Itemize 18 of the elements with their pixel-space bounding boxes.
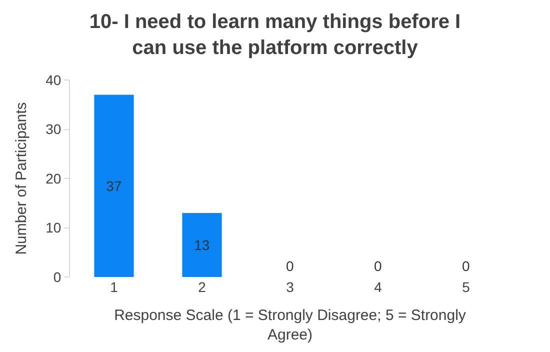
y-tick-label: 10 [46, 220, 62, 236]
y-axis-title: Number of Participants [12, 102, 30, 255]
x-tick-label: 5 [462, 279, 470, 295]
x-tick-label: 1 [110, 279, 118, 295]
y-tick-label: 40 [46, 72, 62, 88]
data-label: 0 [462, 258, 470, 274]
x-tick-label: 3 [286, 279, 294, 295]
x-tick-label: 4 [374, 279, 382, 295]
chart-title: 10- I need to learn many things before I can use the platform correctly [89, 11, 461, 60]
x-axis-title: Response Scale (1 = Strongly Disagree; 5 = Strongly Agree) [114, 307, 466, 344]
x-tick-label: 2 [198, 279, 206, 295]
y-tick-label: 0 [53, 268, 62, 285]
y-tick-label: 20 [46, 170, 62, 186]
data-label: 37 [106, 178, 122, 194]
data-label: 13 [194, 236, 210, 253]
data-label: 0 [374, 258, 382, 274]
data-label: 0 [286, 258, 294, 274]
y-tick-label: 30 [46, 121, 62, 138]
